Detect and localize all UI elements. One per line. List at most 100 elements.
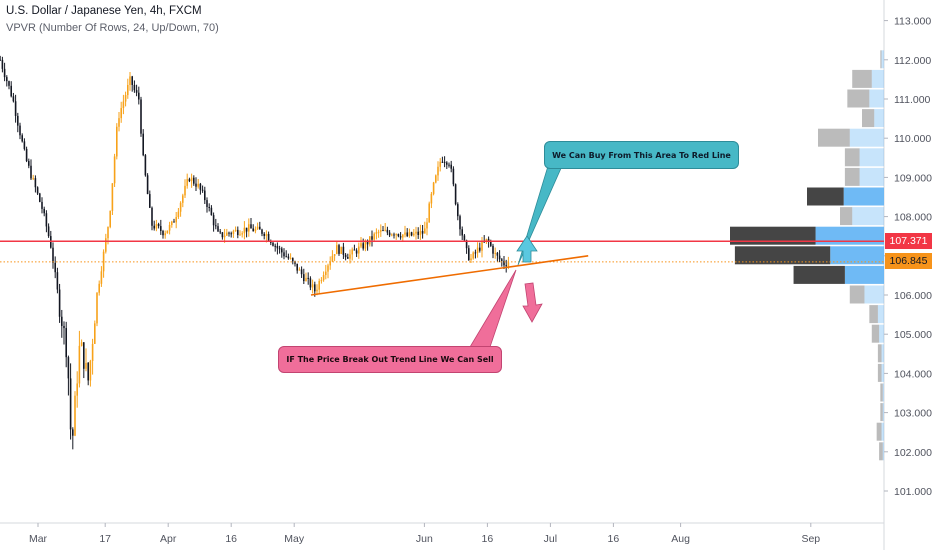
candle-body: [157, 224, 160, 227]
candles-group: [0, 55, 510, 450]
candle-body: [424, 228, 426, 234]
candle-body: [435, 175, 437, 183]
candle-body: [58, 289, 61, 317]
candle-body: [87, 362, 89, 381]
candle-body: [421, 231, 424, 234]
candle-body: [386, 229, 389, 233]
candle-body: [292, 258, 294, 262]
candle-body: [21, 135, 23, 142]
sell-callout-pointer: [469, 269, 517, 348]
vpvr-up-bar: [844, 265, 884, 284]
vpvr-up-bar: [871, 69, 884, 88]
candle-body: [217, 226, 219, 232]
vpvr-up-bar: [882, 383, 884, 402]
up-arrow-icon: [516, 235, 538, 263]
candle-body: [210, 207, 213, 216]
candle-body: [197, 183, 199, 187]
candle-body: [314, 284, 316, 292]
candle-body: [177, 211, 180, 218]
candle-body: [0, 59, 1, 61]
candle-body: [402, 234, 404, 238]
candle-body: [52, 247, 54, 263]
candle-body: [413, 233, 415, 236]
candle-body: [243, 227, 246, 234]
candle-body: [285, 256, 287, 258]
candle-body: [221, 232, 224, 238]
y-tick-label: 102.000: [894, 447, 932, 459]
candle-body: [461, 229, 463, 236]
y-tick-label: 112.000: [894, 55, 931, 67]
candle-body: [446, 162, 448, 165]
candle-body: [76, 383, 78, 396]
x-tick-label: 16: [482, 533, 494, 545]
candle-body: [129, 76, 131, 86]
buy-callout[interactable]: We Can Buy From This Area To Red Line: [544, 141, 739, 169]
y-tick-label: 103.000: [894, 408, 932, 420]
candle-body: [380, 230, 382, 232]
candle-body: [144, 155, 147, 176]
candle-body: [138, 92, 140, 100]
candle-body: [122, 101, 125, 109]
candle-body: [417, 231, 419, 235]
vpvr-up-bar: [830, 246, 884, 265]
candle-body: [67, 357, 70, 379]
candle-body: [47, 226, 50, 237]
candle-body: [195, 183, 197, 187]
candle-body: [105, 238, 107, 252]
candle-body: [6, 77, 8, 82]
candle-body: [94, 323, 96, 344]
candle-body: [160, 226, 162, 232]
candle-body: [329, 261, 331, 266]
vpvr-down-bar: [840, 207, 853, 226]
candle-body: [166, 230, 169, 234]
vpvr-up-bar: [882, 403, 884, 422]
candle-body: [254, 228, 257, 232]
candle-body: [10, 85, 12, 97]
candle-body: [36, 187, 39, 194]
candle-body: [362, 243, 364, 249]
candle-body: [1, 59, 4, 69]
vpvr-down-bar: [879, 442, 883, 461]
candle-body: [256, 226, 259, 229]
candle-body: [173, 221, 175, 223]
candle-body: [426, 222, 428, 229]
candle-body: [212, 215, 215, 226]
x-tick-label: Jun: [416, 533, 433, 545]
candle-body: [278, 248, 281, 250]
candle-body: [377, 231, 380, 233]
vpvr-down-bar: [730, 226, 816, 245]
candle-body: [140, 99, 142, 134]
candle-body: [168, 224, 171, 231]
candle-body: [171, 221, 173, 225]
candle-body: [470, 258, 472, 261]
candle-body: [12, 96, 15, 102]
candle-body: [419, 231, 422, 235]
candle-body: [320, 280, 323, 282]
candle-body: [232, 231, 235, 234]
candle-body: [496, 252, 499, 256]
candle-body: [56, 272, 59, 290]
vpvr-up-bar: [882, 442, 884, 461]
candle-body: [245, 227, 248, 232]
candle-body: [98, 283, 100, 293]
candle-body: [485, 238, 488, 242]
candle-body: [404, 232, 406, 235]
candle-body: [80, 342, 83, 346]
candle-body: [498, 255, 501, 260]
candle-body: [338, 245, 340, 254]
candle-body: [69, 378, 72, 430]
candle-body: [399, 236, 402, 238]
candle-body: [472, 252, 474, 259]
candle-body: [201, 189, 204, 191]
candle-body: [34, 178, 37, 188]
candle-body: [439, 161, 441, 167]
candle-body: [487, 238, 490, 242]
sell-callout[interactable]: IF The Price Break Out Trend Line We Can…: [278, 346, 502, 373]
candle-body: [294, 261, 296, 264]
vpvr-down-bar: [734, 246, 831, 265]
candle-body: [503, 260, 505, 266]
candle-body: [32, 178, 34, 180]
candle-body: [45, 213, 48, 227]
candle-body: [391, 234, 393, 236]
